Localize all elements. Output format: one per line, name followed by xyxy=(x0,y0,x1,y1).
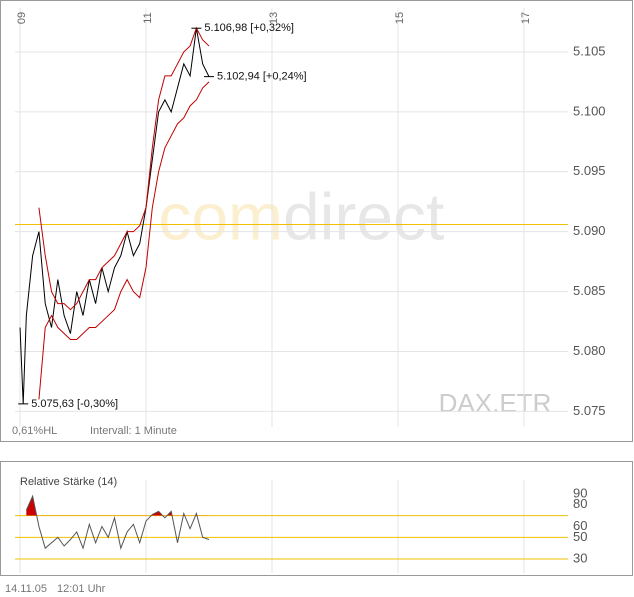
annotation-label: 5.106,98 [+0,32%] xyxy=(204,22,294,34)
symbol-watermark: DAX.ETR xyxy=(439,388,552,418)
y-tick-label: 80 xyxy=(573,496,587,511)
series-line xyxy=(38,81,210,400)
rsi-frame xyxy=(0,461,633,576)
watermark: com xyxy=(158,179,283,253)
watermark: direct xyxy=(283,179,444,253)
y-tick-label: 60 xyxy=(573,518,587,533)
y-tick-label: 50 xyxy=(573,529,587,544)
interval-note: Intervall: 1 Minute xyxy=(90,425,177,437)
y-tick-label: 5.105 xyxy=(573,43,606,58)
y-tick-label: 5.095 xyxy=(573,163,606,178)
y-tick-label: 90 xyxy=(573,485,587,500)
series-line xyxy=(38,26,210,311)
x-tick-label: 09 xyxy=(16,12,28,24)
x-tick-label: 11 xyxy=(142,12,154,23)
y-tick-label: 5.080 xyxy=(573,343,606,358)
main-frame xyxy=(0,0,633,442)
rsi-title: Relative Stärke (14) xyxy=(20,476,117,488)
y-tick-label: 30 xyxy=(573,550,587,565)
footer-time: 12:01 Uhr xyxy=(57,583,106,595)
y-tick-label: 5.075 xyxy=(573,403,606,418)
x-tick-label: 15 xyxy=(394,12,406,24)
series-line xyxy=(25,494,210,550)
y-tick-label: 5.090 xyxy=(573,223,606,238)
series-line xyxy=(19,28,210,404)
range-note: 0,61%HL xyxy=(12,425,57,437)
y-tick-label: 5.100 xyxy=(573,103,606,118)
annotation-label: 5.102,94 [+0,24%] xyxy=(217,71,307,83)
footer-date: 14.11.05 xyxy=(5,583,47,595)
y-tick-label: 5.085 xyxy=(573,283,606,298)
x-tick-label: 13 xyxy=(268,12,280,24)
x-tick-label: 17 xyxy=(520,12,532,24)
annotation-label: 5.075,63 [-0,30%] xyxy=(31,398,118,410)
